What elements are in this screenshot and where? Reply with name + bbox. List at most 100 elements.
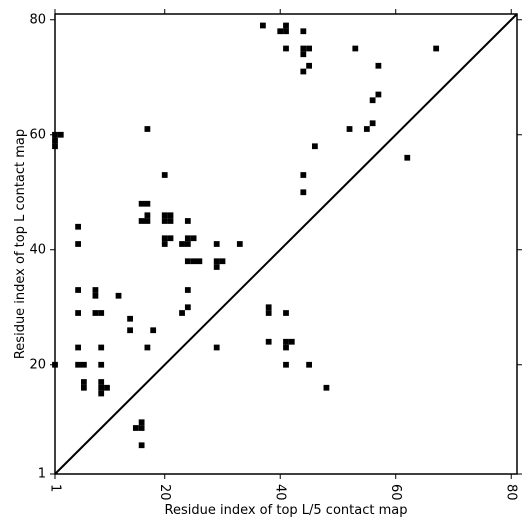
contact-point: [138, 442, 145, 449]
contact-point: [138, 425, 145, 431]
contact-point: [161, 218, 168, 224]
x-tick-label: 20: [157, 484, 172, 501]
contact-point: [300, 189, 307, 196]
contact-point: [75, 344, 81, 351]
contact-point: [277, 28, 284, 35]
contact-point: [283, 361, 289, 368]
contact-point: [323, 384, 330, 391]
contact-point: [98, 379, 105, 385]
contact-point: [213, 258, 220, 265]
contact-point: [190, 258, 197, 265]
contact-point: [80, 384, 87, 391]
contact-point: [167, 235, 174, 242]
contact-point: [283, 45, 289, 52]
contact-point: [288, 338, 295, 345]
contact-point: [127, 315, 133, 322]
x-tick-label: 40: [273, 484, 288, 501]
y-tick-label: 1: [38, 467, 46, 482]
y-axis-label: Residue index of top L contact map: [13, 129, 28, 359]
contact-point: [179, 310, 185, 316]
contact-point: [104, 384, 110, 391]
contact-point: [265, 338, 272, 345]
axis-ticks: 1 20 40 60 80 1 20 40 60 80: [29, 9, 522, 501]
contact-point: [363, 126, 370, 132]
contact-point: [161, 172, 168, 178]
contact-point: [213, 241, 220, 247]
contact-point: [144, 200, 151, 207]
contact-point: [196, 258, 203, 265]
contact-point: [161, 235, 168, 242]
contact-point: [213, 264, 220, 270]
contact-point: [346, 126, 353, 132]
x-tick-label: 80: [504, 484, 519, 501]
contact-point: [98, 310, 105, 316]
contact-point: [213, 344, 220, 351]
diagonal-line: [54, 13, 518, 475]
contact-point: [115, 292, 122, 299]
contact-point: [260, 22, 266, 29]
contact-point: [184, 241, 191, 247]
data-points: [52, 22, 440, 449]
x-axis-label: Residue index of top L/5 contact map: [165, 503, 408, 518]
contact-point: [190, 235, 197, 242]
contact-point: [369, 97, 376, 104]
contact-point: [184, 218, 191, 224]
contact-point: [92, 310, 99, 316]
contact-point: [132, 425, 139, 431]
contact-point: [265, 304, 272, 311]
contact-point: [127, 327, 133, 334]
contact-point: [167, 218, 174, 224]
contact-point: [404, 154, 411, 161]
contact-point: [144, 212, 151, 219]
contact-point: [179, 241, 185, 247]
contact-point: [98, 384, 105, 391]
contact-point: [138, 218, 145, 224]
contact-point: [57, 131, 64, 138]
contact-point: [75, 223, 81, 230]
contact-point: [306, 62, 312, 69]
plot-frame: [54, 13, 518, 475]
contact-point: [144, 218, 151, 224]
contact-point: [150, 327, 157, 334]
contact-point: [75, 287, 81, 293]
contact-point: [283, 338, 289, 345]
contact-point: [92, 287, 99, 293]
contact-point: [92, 292, 99, 299]
contact-point: [161, 241, 168, 247]
contact-point: [306, 45, 312, 52]
contact-point: [184, 235, 191, 242]
contact-point: [98, 344, 105, 351]
contact-point: [306, 361, 312, 368]
contact-point: [167, 212, 174, 219]
contact-point: [300, 172, 307, 178]
contact-point: [80, 379, 87, 385]
contact-point: [300, 28, 307, 35]
contact-point: [375, 62, 382, 69]
contact-point: [75, 361, 81, 368]
contact-point: [161, 212, 168, 219]
y-tick-label: 40: [29, 242, 46, 257]
contact-point: [75, 310, 81, 316]
contact-point: [236, 241, 243, 247]
contact-point: [433, 45, 440, 52]
x-tick-label: 60: [388, 484, 403, 501]
contact-point: [219, 258, 226, 265]
contact-point: [184, 287, 191, 293]
contact-point: [300, 51, 307, 58]
contact-point: [283, 344, 289, 351]
contact-point: [144, 344, 151, 351]
contact-point: [138, 419, 145, 426]
contact-point: [184, 258, 191, 265]
contact-point: [98, 361, 105, 368]
y-tick-label: 60: [29, 127, 46, 142]
contact-point: [375, 91, 382, 98]
contact-point: [300, 45, 307, 52]
y-tick-label: 80: [29, 12, 46, 27]
contact-point: [352, 45, 359, 52]
contact-point: [369, 120, 376, 127]
contact-point: [75, 241, 81, 247]
contact-point: [138, 200, 145, 207]
contact-point: [283, 28, 289, 35]
contact-point: [283, 310, 289, 316]
